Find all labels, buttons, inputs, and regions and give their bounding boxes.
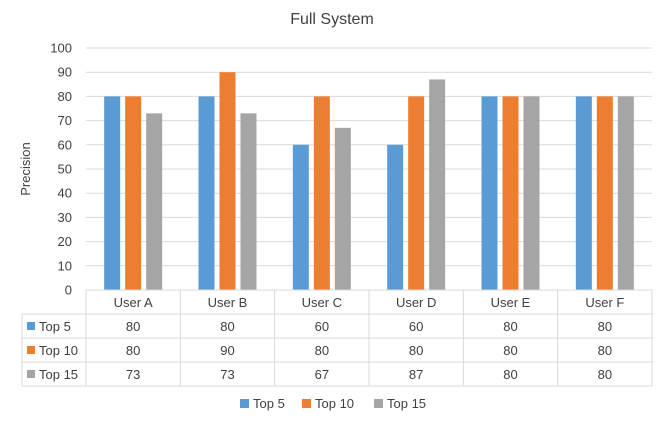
bar [313,96,330,291]
bar [502,96,519,291]
table-cell-value: 80 [126,319,140,334]
bar [387,144,404,290]
x-tick-label: User C [302,295,342,310]
bar [429,79,446,291]
y-tick-label: 70 [58,113,72,128]
table-cell-value: 80 [503,367,517,382]
table-cell-value: 87 [409,367,423,382]
gridlines [86,47,652,291]
legend-label: Top 10 [315,396,354,411]
table-cell-value: 80 [220,319,234,334]
chart-title: Full System [290,11,374,28]
bars [104,72,634,291]
legend-key [374,399,383,408]
table-cell-value: 80 [503,343,517,358]
data-table: User A User B User C User D User E User F Top … [21,289,653,387]
table-cell-value: 80 [409,343,423,358]
legend: Top 5 Top 10 Top 15 [240,396,426,411]
x-tick-label: User A [114,295,153,310]
table-cell-value: 80 [315,343,329,358]
table-legend-key [27,346,35,354]
table-legend-key [27,370,35,378]
x-tick-label: User F [585,295,624,310]
x-tick-label: User D [396,295,436,310]
table-series-name: Top 15 [39,367,78,382]
legend-label: Top 15 [387,396,426,411]
bar [523,96,540,291]
y-tick-label: 10 [58,258,72,273]
y-tick-label: 60 [58,137,72,152]
bar [334,127,351,290]
table-cell-value: 90 [220,343,234,358]
y-axis-label: Precision [18,142,33,195]
y-tick-label: 0 [65,283,72,298]
bar [481,96,498,291]
table-cell-value: 80 [598,367,612,382]
bar [617,96,634,291]
y-tick-label: 100 [50,41,72,56]
bar [146,113,163,290]
table-series-name: Top 5 [39,319,71,334]
bar [125,96,142,291]
x-tick-label: User B [208,295,248,310]
y-axis-ticks: 0 10 20 30 40 50 60 70 80 90 100 [50,41,72,298]
bar [198,96,215,291]
y-tick-label: 20 [58,234,72,249]
table-cell-value: 60 [409,319,423,334]
table-series-name: Top 10 [39,343,78,358]
table-cell-value: 80 [598,319,612,334]
legend-label: Top 5 [253,396,285,411]
y-tick-label: 30 [58,210,72,225]
x-tick-label: User E [491,295,531,310]
bar [596,96,613,291]
y-tick-label: 80 [58,89,72,104]
y-tick-label: 90 [58,65,72,80]
table-cell-value: 73 [220,367,234,382]
table-cell-value: 67 [315,367,329,382]
bar [240,113,257,290]
table-cell-value: 73 [126,367,140,382]
legend-key [240,399,249,408]
table-legend-key [27,322,35,330]
bar [104,96,121,291]
legend-key [302,399,311,408]
table-cell-value: 80 [126,343,140,358]
bar [292,144,309,290]
y-tick-label: 40 [58,186,72,201]
bar [575,96,592,291]
table-cell-value: 80 [503,319,517,334]
table-cell-value: 80 [598,343,612,358]
table-cell-value: 60 [315,319,329,334]
bar [408,96,425,291]
bar [219,72,236,290]
y-tick-label: 50 [58,162,72,177]
